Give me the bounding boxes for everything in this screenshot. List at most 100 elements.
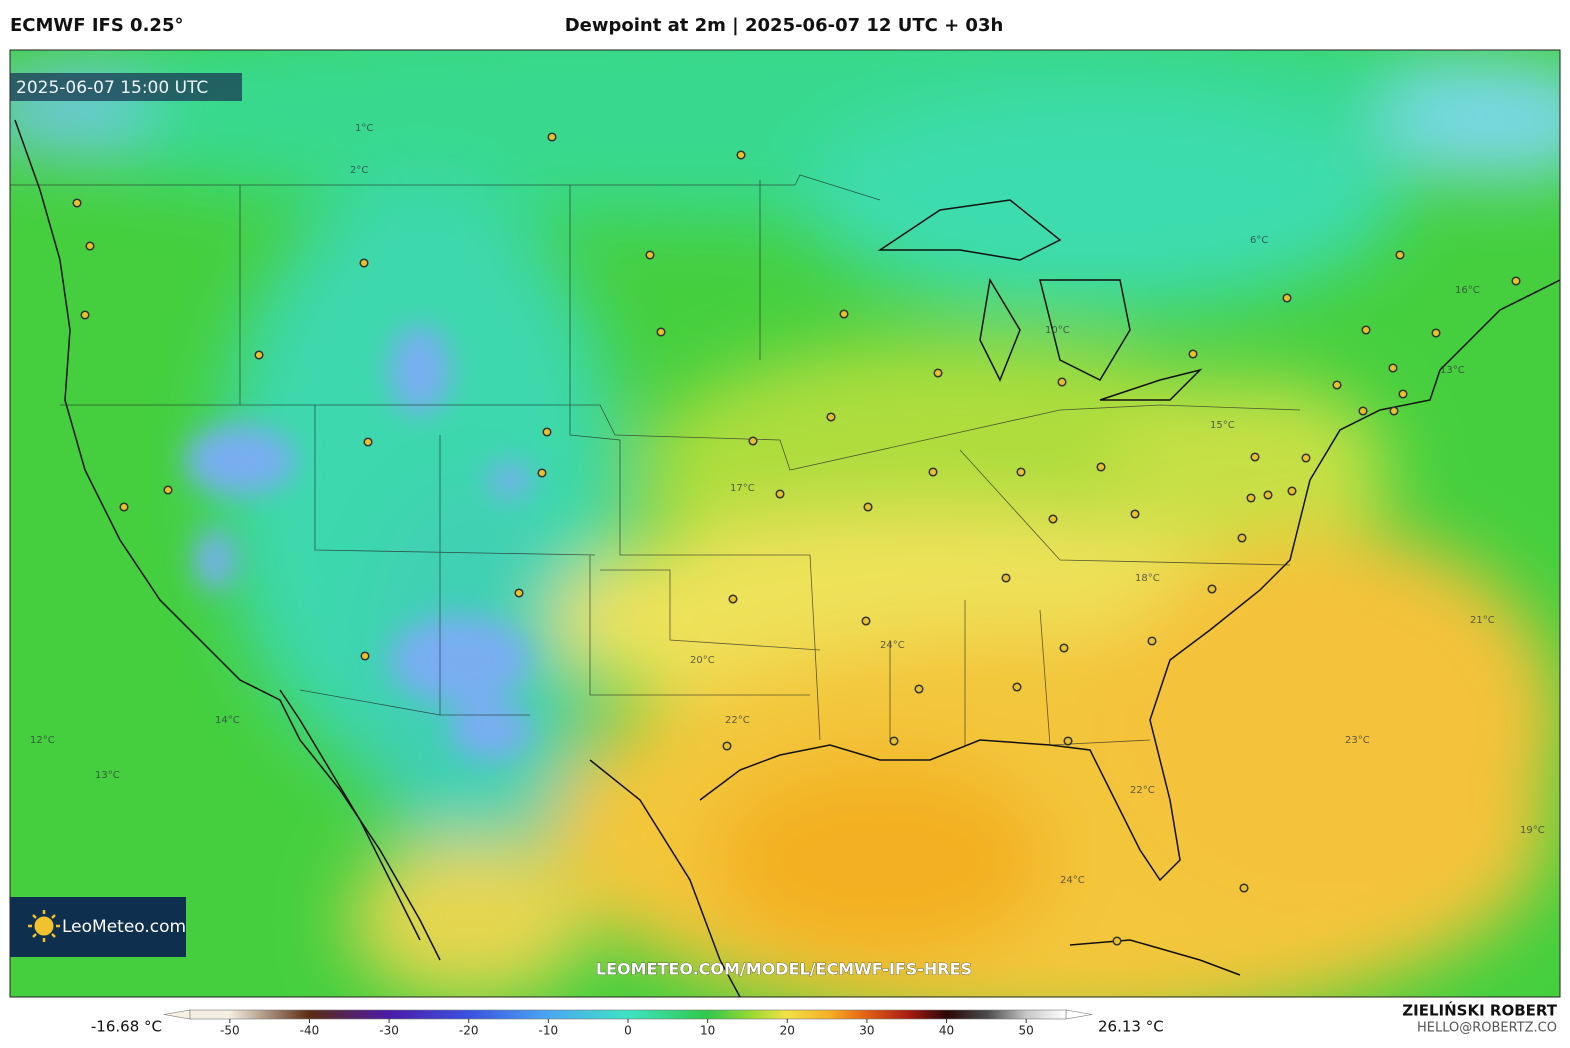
time-badge <box>10 73 242 101</box>
contour-label: 22°C <box>1130 785 1155 796</box>
city-marker <box>1188 349 1198 359</box>
colorbar-bar <box>189 1009 1067 1020</box>
city-marker <box>1059 643 1069 653</box>
colorbar-tick-label: 50 <box>1019 1024 1034 1038</box>
city-marker <box>359 258 369 268</box>
contour-label: 10°C <box>1045 325 1070 336</box>
city-marker <box>1147 636 1157 646</box>
city-marker <box>728 594 738 604</box>
city-marker <box>656 327 666 337</box>
city-marker <box>547 132 557 142</box>
city-marker <box>1096 462 1106 472</box>
city-marker <box>645 250 655 260</box>
model-name: ECMWF IFS 0.25° <box>10 15 183 36</box>
city-marker <box>72 198 82 208</box>
colorbar-tick-label: -10 <box>539 1024 559 1038</box>
city-marker <box>360 651 370 661</box>
city-marker <box>1130 509 1140 519</box>
contour-label: 24°C <box>880 640 905 651</box>
colorbar-tick-label: -20 <box>459 1024 479 1038</box>
contour-label: 1°C <box>355 123 373 134</box>
contour-label: 14°C <box>215 715 240 726</box>
city-marker <box>1287 486 1297 496</box>
colorbar-left-cap <box>163 1009 191 1020</box>
city-marker <box>775 489 785 499</box>
min-value: -16.68 °C <box>91 1018 162 1036</box>
city-marker <box>722 741 732 751</box>
city-marker <box>889 736 899 746</box>
city-marker <box>914 684 924 694</box>
city-marker <box>1398 389 1408 399</box>
city-marker <box>933 368 943 378</box>
contour-label: 13°C <box>95 770 120 781</box>
city-marker <box>1361 325 1371 335</box>
colorbar-tick-label: 10 <box>700 1024 715 1038</box>
city-marker <box>1250 452 1260 462</box>
contour-label: 16°C <box>1455 285 1480 296</box>
colorbar-tick-label: -50 <box>220 1024 240 1038</box>
city-marker <box>119 502 129 512</box>
city-marker <box>1431 328 1441 338</box>
valid-time: 2025-06-07 15:00 UTC <box>16 78 208 98</box>
contour-label: 18°C <box>1135 573 1160 584</box>
city-marker <box>1207 584 1217 594</box>
contour-label: 23°C <box>1345 735 1370 746</box>
contour-label: 19°C <box>1520 825 1545 836</box>
city-marker <box>1239 883 1249 893</box>
colorbar-tick-label: 0 <box>624 1024 632 1038</box>
city-marker <box>826 412 836 422</box>
city-marker <box>1263 490 1273 500</box>
city-marker <box>537 468 547 478</box>
watermark: LEOMETEO.COM/MODEL/ECMWF-IFS-HRES <box>596 960 972 979</box>
city-marker <box>736 150 746 160</box>
city-marker <box>85 241 95 251</box>
colorbar-tick-label: 30 <box>859 1024 874 1038</box>
city-marker <box>163 485 173 495</box>
city-marker <box>1358 406 1368 416</box>
city-marker <box>1057 377 1067 387</box>
city-marker <box>839 309 849 319</box>
city-marker <box>1063 736 1073 746</box>
contour-label: 15°C <box>1210 420 1235 431</box>
email: HELLO@ROBERTZ.CO <box>1417 1021 1557 1036</box>
city-marker <box>363 437 373 447</box>
contour-label: 21°C <box>1470 615 1495 626</box>
city-marker <box>748 436 758 446</box>
city-marker <box>1237 533 1247 543</box>
city-marker <box>1112 936 1122 946</box>
city-marker <box>1389 406 1399 416</box>
colorbar-tick-label: 40 <box>939 1024 954 1038</box>
colorbar: -50 -40 -30 -20 -10 0 10 20 30 40 50 <box>163 1009 1093 1038</box>
city-marker <box>1388 363 1398 373</box>
contour-label: 22°C <box>725 715 750 726</box>
colorbar-tick-label: 20 <box>780 1024 795 1038</box>
logo-sun <box>28 910 60 942</box>
contour-label: 17°C <box>730 483 755 494</box>
city-marker <box>542 427 552 437</box>
max-value: 26.13 °C <box>1098 1018 1164 1036</box>
map-title: Dewpoint at 2m | 2025-06-07 12 UTC + 03h <box>565 15 1004 36</box>
city-marker <box>1001 573 1011 583</box>
map-frame <box>9 49 1561 998</box>
city-marker <box>254 350 264 360</box>
author: ZIELIŃSKI ROBERT <box>1402 1001 1557 1020</box>
contour-label: 24°C <box>1060 875 1085 886</box>
city-marker <box>863 502 873 512</box>
contour-label: 6°C <box>1250 235 1268 246</box>
contour-label: 2°C <box>350 165 368 176</box>
city-marker <box>1301 453 1311 463</box>
city-marker <box>1012 682 1022 692</box>
contour-label: 20°C <box>690 655 715 666</box>
city-marker <box>1395 250 1405 260</box>
city-marker <box>514 588 524 598</box>
city-marker <box>1332 380 1342 390</box>
city-marker <box>1016 467 1026 477</box>
city-marker <box>80 310 90 320</box>
city-marker <box>928 467 938 477</box>
city-marker <box>1048 514 1058 524</box>
contour-label: 12°C <box>30 735 55 746</box>
city-marker <box>1511 276 1521 286</box>
